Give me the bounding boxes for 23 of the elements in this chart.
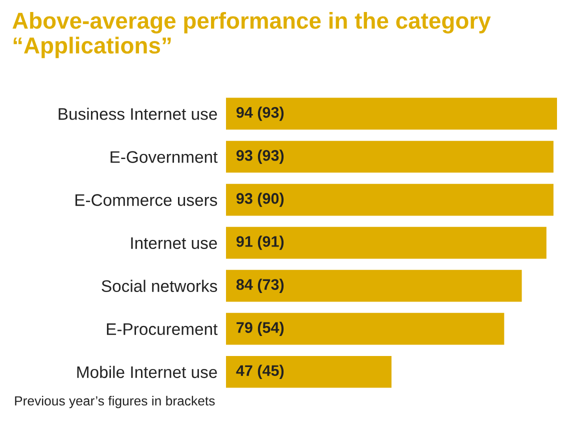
bar: [226, 184, 554, 216]
bar: [226, 226, 546, 259]
data-label: 93 (93): [236, 150, 284, 164]
y-tick-label: E-Procurement: [106, 323, 218, 336]
bar: [226, 270, 522, 302]
data-label: 84 (73): [236, 278, 284, 293]
y-tick-label: Business Internet use: [58, 108, 217, 120]
y-tick-label: E-Government: [110, 151, 218, 163]
y-tick-label: E-Commerce users: [75, 194, 218, 206]
bar: [226, 140, 554, 173]
y-tick-label: Internet use: [131, 237, 217, 250]
y-tick-label: Social networks: [102, 280, 218, 292]
data-label: 47 (45): [236, 364, 284, 379]
bar: [226, 98, 557, 130]
data-label: 91 (91): [236, 236, 284, 250]
bar: [226, 356, 392, 388]
y-tick-label: Mobile Internet use: [77, 366, 217, 378]
data-label: 94 (93): [236, 106, 284, 121]
chart-title: Above-average performance in the category “Applications”: [12, 12, 491, 58]
bar: [226, 312, 504, 345]
data-label: 93 (90): [236, 192, 284, 207]
text: Previous year’s figures in brackets: [15, 396, 215, 408]
data-label: 79 (54): [236, 322, 284, 336]
